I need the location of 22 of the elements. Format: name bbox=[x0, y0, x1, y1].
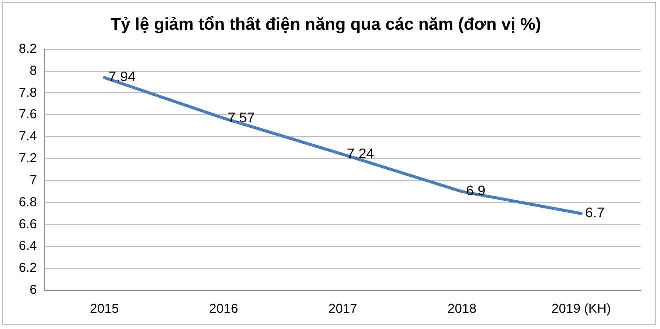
x-tick-label: 2015 bbox=[90, 300, 120, 316]
y-tick-label: 7.6 bbox=[18, 106, 38, 122]
x-tick-label: 2018 bbox=[448, 300, 477, 316]
chart-title: Tỷ lệ giảm tổn thất điện năng qua các năm (đơn vị %) bbox=[110, 14, 542, 34]
data-label: 7.94 bbox=[108, 68, 136, 85]
y-tick-label: 8.2 bbox=[18, 40, 38, 56]
y-tick-label: 7.8 bbox=[18, 84, 38, 100]
data-label: 7.57 bbox=[228, 109, 256, 126]
y-tick-label: 6.4 bbox=[18, 238, 38, 254]
x-tick-label: 2017 bbox=[328, 300, 358, 316]
y-tick-label: 6.8 bbox=[18, 194, 38, 210]
x-tick-label: 2019 (KH) bbox=[552, 300, 612, 316]
y-tick-label: 7.2 bbox=[18, 150, 38, 166]
y-tick-label: 7.4 bbox=[18, 128, 38, 144]
y-tick-label: 7 bbox=[30, 172, 38, 188]
y-tick-label: 6.2 bbox=[18, 260, 38, 276]
y-tick-label: 6.6 bbox=[18, 216, 38, 232]
y-tick-label: 8 bbox=[30, 62, 38, 78]
data-label: 7.24 bbox=[347, 145, 374, 162]
x-tick-label: 2016 bbox=[209, 300, 238, 316]
y-tick-label: 6 bbox=[30, 282, 38, 297]
data-label: 6.7 bbox=[585, 204, 606, 221]
